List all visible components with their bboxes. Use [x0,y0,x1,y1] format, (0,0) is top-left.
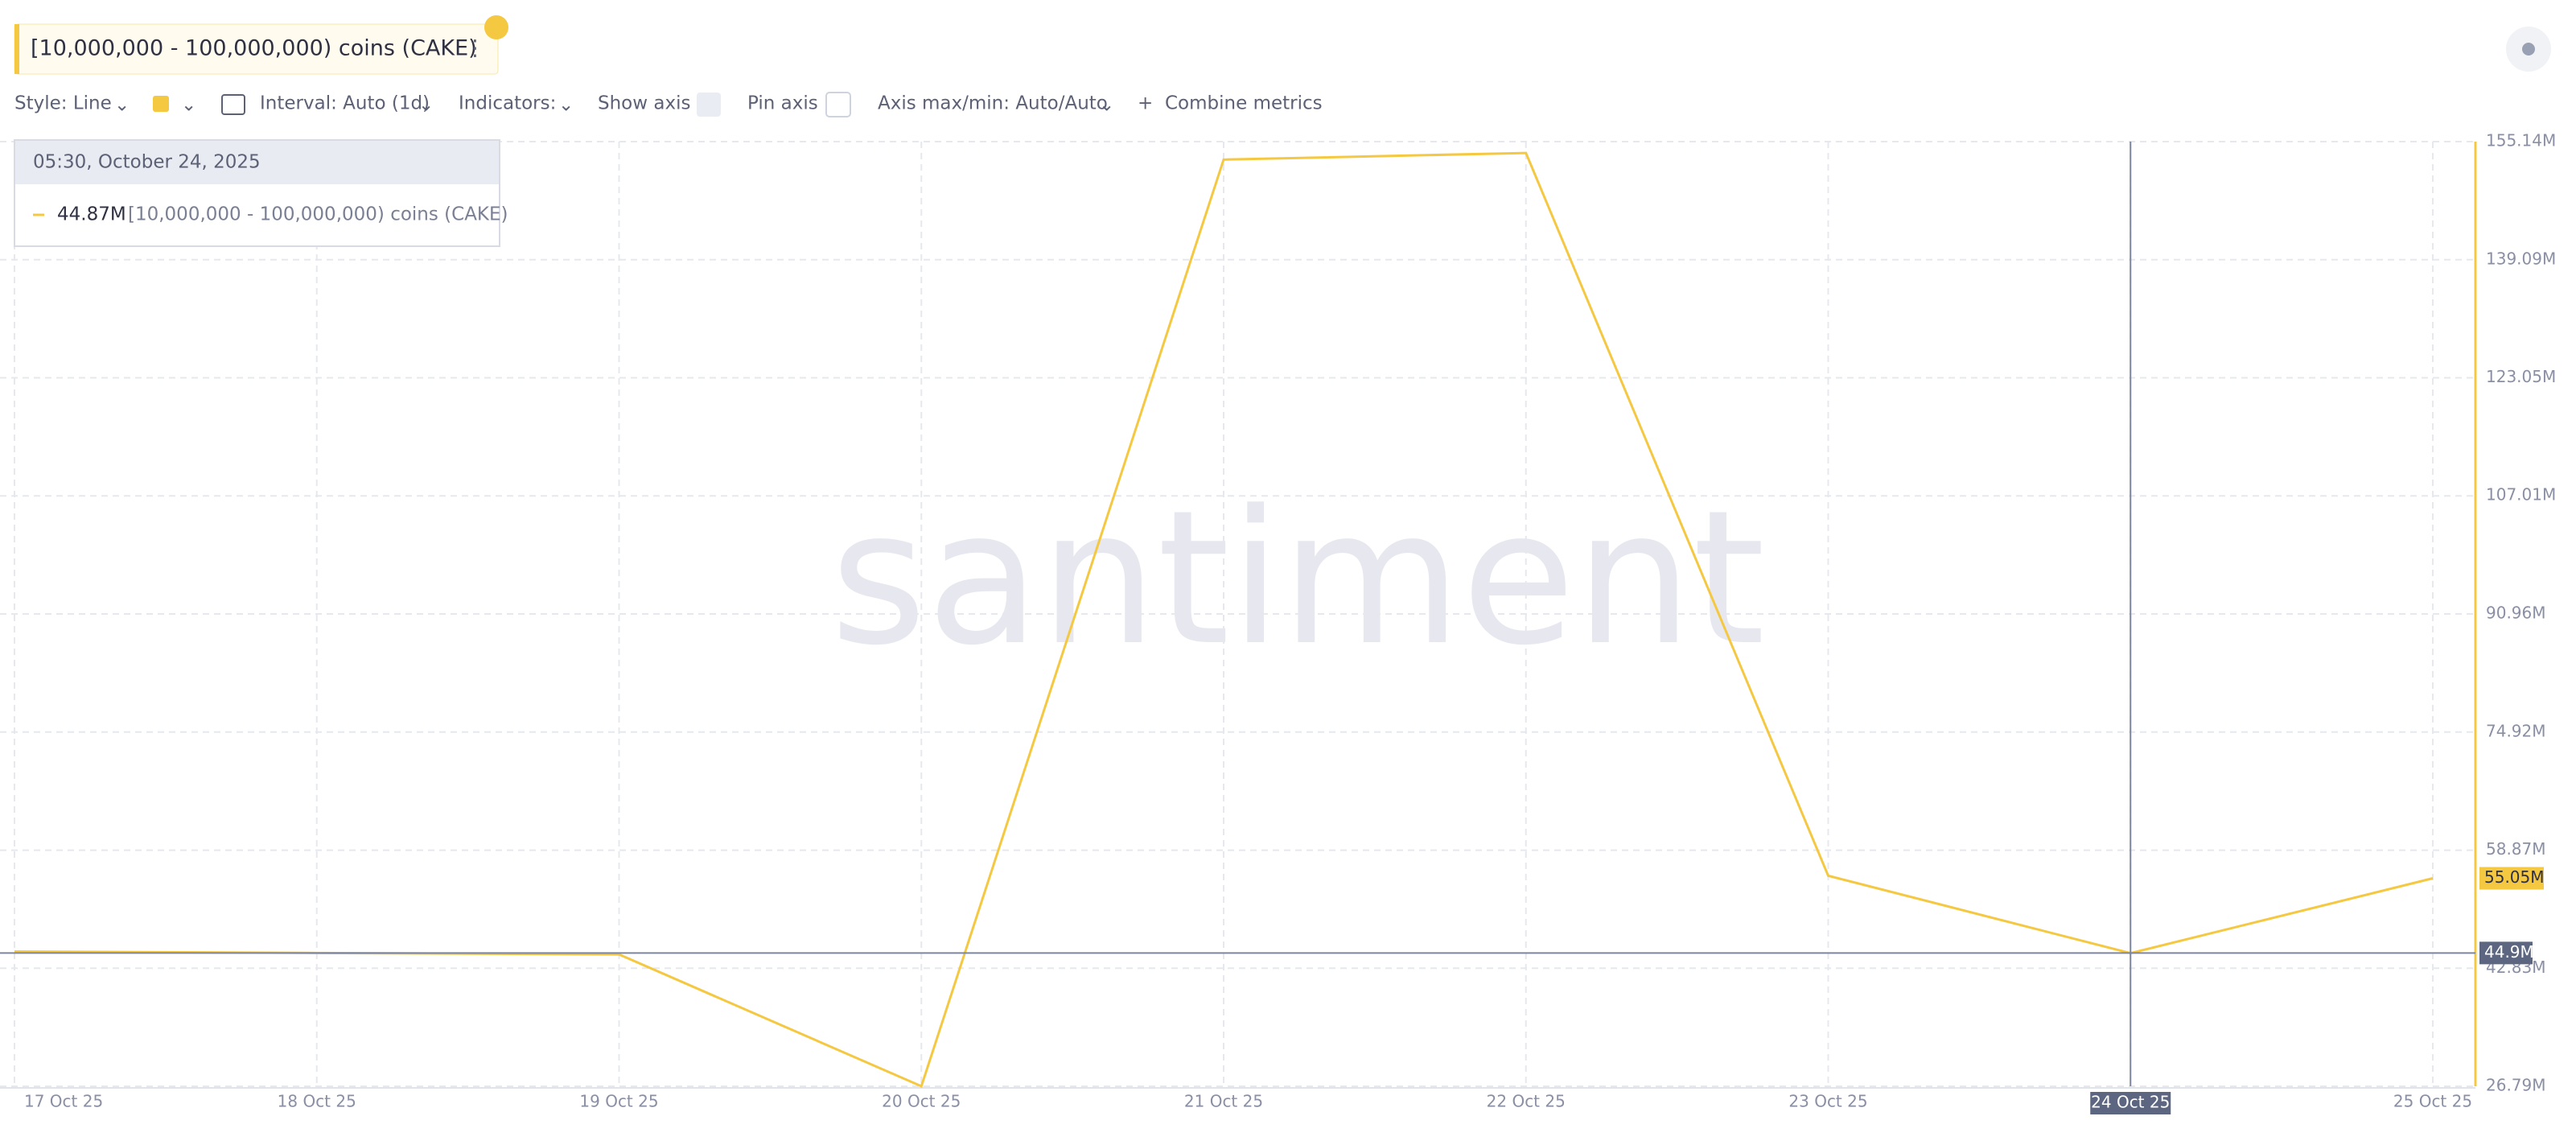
last-value-badge [2479,867,2544,890]
x-tick-label: 25 Oct 25 [2393,1092,2472,1111]
tooltip-metric: [10,000,000 - 100,000,000) coins (CAKE) [128,204,508,225]
pin-axis[interactable]: Pin axis [747,93,818,114]
pin-axis-checkbox[interactable] [825,92,851,117]
show-axis[interactable]: Show axis [598,93,690,114]
x-tick-label: 22 Oct 25 [1487,1092,1566,1111]
y-tick-label: 123.05M [2486,367,2556,386]
crosshair-x-badge [2090,1092,2171,1114]
axis-range-select[interactable]: Axis max/min: Auto/Auto [878,93,1108,114]
crosshair-y-label: 44.9M [2484,942,2534,962]
settings-dot [2522,43,2535,56]
x-tick-label: 21 Oct 25 [1184,1092,1263,1111]
x-tick-label: 19 Oct 25 [579,1092,658,1111]
y-tick-label: 90.96M [2486,603,2546,623]
y-tick-label: 74.92M [2486,721,2546,740]
chevron: ⌄ [114,95,130,116]
x-tick-label: 17 Oct 25 [24,1092,103,1111]
tooltip: 05:30, October 24, 2025 44.87M [10,000,0… [14,139,508,247]
plus-icon: + [1138,93,1153,114]
combine-metrics[interactable]: Combine metrics [1165,93,1323,114]
indicators-select[interactable]: Indicators: [459,93,556,114]
show-axis-checkbox[interactable] [697,93,721,117]
y-tick-label: 139.09M [2486,249,2556,268]
tooltip-header [15,141,499,184]
x-tick-label: 18 Oct 25 [278,1092,356,1111]
interval-select[interactable]: Interval: Auto (1d) [260,93,430,114]
color-swatch[interactable] [153,96,169,112]
y-tick-label: 155.14M [2486,131,2556,150]
metric-title: [10,000,000 - 100,000,000) coins (CAKE) [31,36,477,61]
tooltip-time: 05:30, October 24, 2025 [33,152,261,173]
crosshair-x-label: 24 Oct 25 [2091,1093,2170,1112]
x-tick-label: 20 Oct 25 [882,1092,961,1111]
plot: 26.79M42.83M58.87M74.92M90.96M107.01M123… [0,131,2556,1114]
style-select[interactable]: Style: Line [14,93,112,114]
chip-badge[interactable] [484,15,508,39]
chevron: ⌄ [1099,95,1114,116]
y-tick-label: 107.01M [2486,485,2556,505]
x-tick-label: 23 Oct 25 [1788,1092,1867,1111]
crosshair-y-badge [2479,941,2533,965]
watermark: santiment [830,472,1765,686]
chip-menu[interactable]: ⋮ [464,36,486,61]
last-value-label: 55.05M [2484,867,2545,887]
y-tick-label: 58.87M [2486,839,2546,859]
tooltip-value: 44.87M [57,204,126,225]
y-tick-label: 26.79M [2486,1076,2546,1095]
chevron: ⌄ [558,95,574,116]
chevron: ⌄ [181,95,196,116]
chevron: ⌄ [418,95,434,116]
interval-icon [221,94,245,115]
chip-accent [14,24,19,74]
toolbar: Style: Line ⌄ ⌄ Interval: Auto (1d) ⌄ In… [14,92,1323,117]
